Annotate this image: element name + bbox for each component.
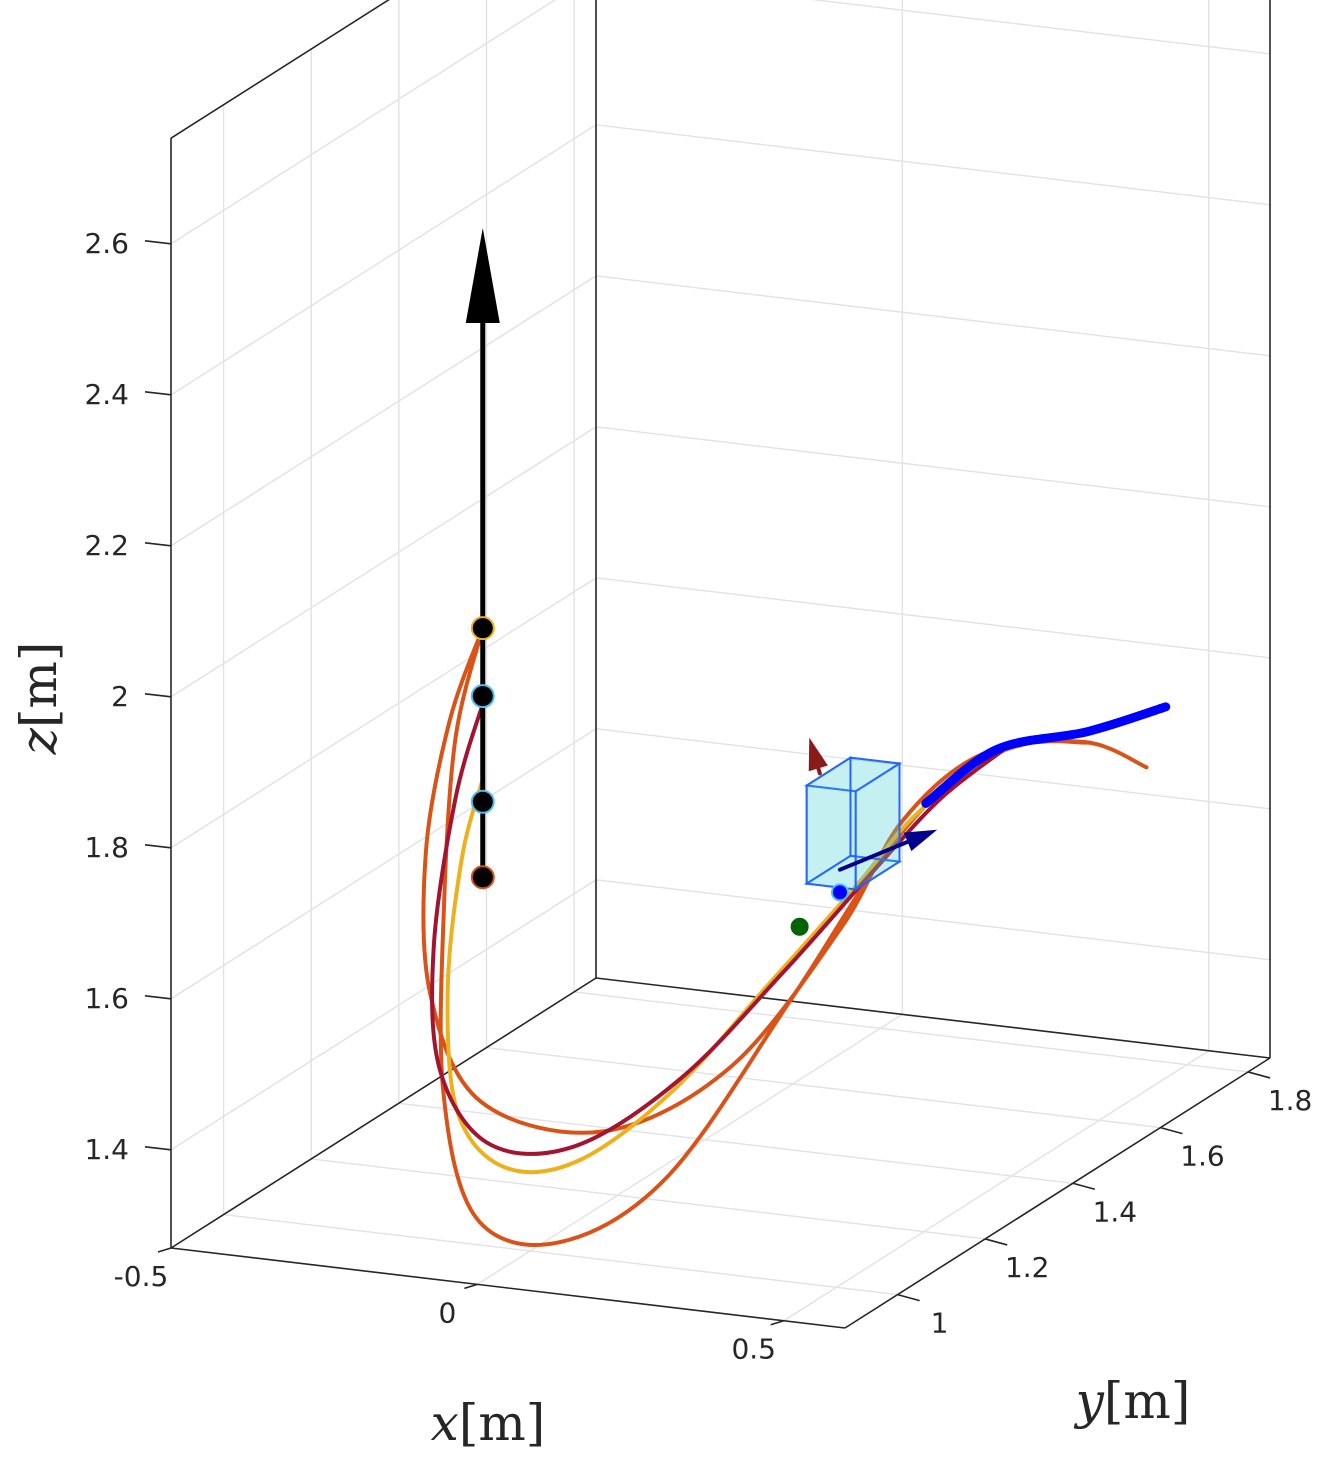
x-tick-mark — [464, 1283, 478, 1290]
box-face — [805, 755, 852, 886]
grid-line — [170, 275, 597, 547]
series-line — [430, 701, 1005, 1156]
x-tick-label: -0.5 — [114, 1260, 169, 1293]
axes-box-edge — [844, 1057, 1271, 1329]
grid-line — [574, 991, 1249, 1073]
arrows — [465, 227, 938, 880]
grid-lines — [170, 0, 1271, 1322]
grid-line — [170, 879, 597, 1151]
z-tick-label: 2 — [111, 680, 129, 713]
grid-line — [170, 426, 597, 698]
axes-box — [170, 0, 1271, 1329]
x-tick-label: 0 — [438, 1296, 456, 1329]
grid-line — [170, 0, 557, 245]
axes-box-edge — [595, 977, 1271, 1059]
z-tick-label: 1.6 — [84, 982, 129, 1015]
y-tick-label: 1.2 — [1005, 1251, 1050, 1284]
y-tick-label: 1.4 — [1093, 1195, 1138, 1228]
grid-line — [486, 1046, 1161, 1129]
y-tick-mark — [984, 1238, 1008, 1246]
axes-box-edge — [170, 977, 597, 1249]
grid-line — [595, 426, 1271, 508]
grid-line — [783, 1050, 1210, 1322]
grid-line — [595, 275, 1271, 357]
grid-line — [170, 728, 597, 1000]
data-marker — [790, 917, 809, 936]
markers — [470, 616, 849, 936]
data-marker — [470, 865, 495, 890]
z-tick-label: 1.8 — [84, 831, 129, 864]
z-tick-label: 2.6 — [84, 227, 129, 260]
axes-box-edge — [170, 0, 390, 139]
y-tick-label: 1.6 — [1180, 1140, 1225, 1173]
z-tick-mark — [144, 693, 172, 698]
y-tick-label: 1 — [931, 1307, 949, 1340]
z-tick-mark — [144, 542, 172, 547]
x-axis-title: x[m] — [431, 1394, 546, 1452]
axes-box-edge — [170, 1247, 846, 1329]
series-lines — [421, 626, 1171, 1247]
data-marker — [470, 616, 495, 641]
x-tick-mark — [770, 1319, 784, 1326]
y-axis-title: y[m] — [1074, 1372, 1191, 1430]
z-tick-mark — [144, 240, 172, 245]
z-tick-label: 2.4 — [84, 378, 129, 411]
grid-line — [595, 577, 1271, 659]
z-tick-label: 2.2 — [84, 529, 129, 562]
series-line — [445, 726, 1095, 1175]
data-marker — [470, 684, 495, 709]
z-tick-mark — [144, 844, 172, 849]
series-line — [421, 626, 1149, 1135]
grid-line — [398, 1102, 1073, 1184]
grid-line — [170, 124, 597, 396]
z-axis-title: z[m] — [10, 642, 68, 756]
z-tick-mark — [144, 391, 172, 396]
arrow-head — [465, 227, 500, 323]
arrow-shaft — [837, 838, 914, 872]
grid-line — [595, 879, 1271, 961]
grid-line — [170, 577, 597, 849]
arrow-head — [808, 737, 828, 772]
data-marker — [830, 883, 849, 902]
y-tick-mark — [897, 1293, 920, 1302]
tick-labels: 1.4 1.6 1.8 2 2.2 2.4 2.6 -0.5 0 0.5 1 1.2 1.4 1.6 1.8 — [84, 227, 1312, 1366]
x-tick-mark — [157, 1247, 172, 1253]
grid-line — [595, 728, 1271, 810]
y-tick-mark — [1072, 1182, 1096, 1191]
grid-line — [810, 0, 1271, 55]
y-tick-mark — [1160, 1126, 1183, 1135]
x-tick-label: 0.5 — [731, 1333, 776, 1366]
y-tick-mark — [1247, 1071, 1271, 1079]
arrow-head — [903, 829, 938, 852]
box-object — [803, 755, 903, 892]
data-marker — [470, 789, 495, 814]
grid-line — [311, 1158, 986, 1240]
z-tick-label: 1.4 — [84, 1133, 129, 1166]
z-tick-mark — [144, 1146, 172, 1151]
grid-line — [595, 124, 1271, 206]
series-line — [921, 702, 1171, 808]
y-tick-label: 1.8 — [1268, 1084, 1313, 1117]
grid-line — [223, 1213, 898, 1296]
z-tick-mark — [144, 995, 172, 1000]
